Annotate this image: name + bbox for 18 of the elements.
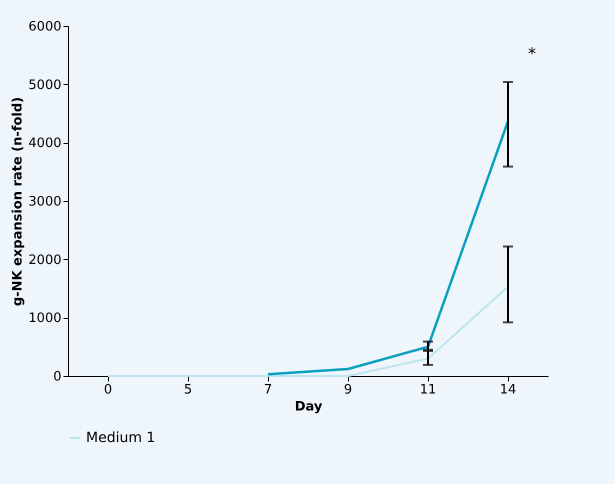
- x-tick-label: 5: [184, 382, 192, 398]
- annotation: *: [528, 44, 536, 63]
- legend-label: Medium 1: [86, 430, 156, 446]
- y-axis-title: g-NK expansion rate (n-fold): [10, 96, 26, 306]
- y-tick-label: 6000: [28, 20, 62, 34]
- y-tick-label: 5000: [28, 78, 62, 93]
- x-axis-title: Day: [294, 400, 323, 414]
- y-tick-label: 1000: [28, 311, 62, 326]
- y-tick-label: 0: [53, 370, 62, 384]
- y-tick-label: 3000: [28, 194, 62, 210]
- x-tick-label: 14: [500, 382, 516, 398]
- line-series: [266, 120, 510, 376]
- x-tick-label: 7: [264, 382, 272, 398]
- y-tick-label: 4000: [28, 136, 62, 152]
- x-tick-label: 9: [344, 382, 352, 398]
- x-tick-label: 0: [104, 382, 112, 398]
- x-tick-label: 11: [420, 382, 436, 398]
- y-tick-label: 2000: [28, 252, 62, 268]
